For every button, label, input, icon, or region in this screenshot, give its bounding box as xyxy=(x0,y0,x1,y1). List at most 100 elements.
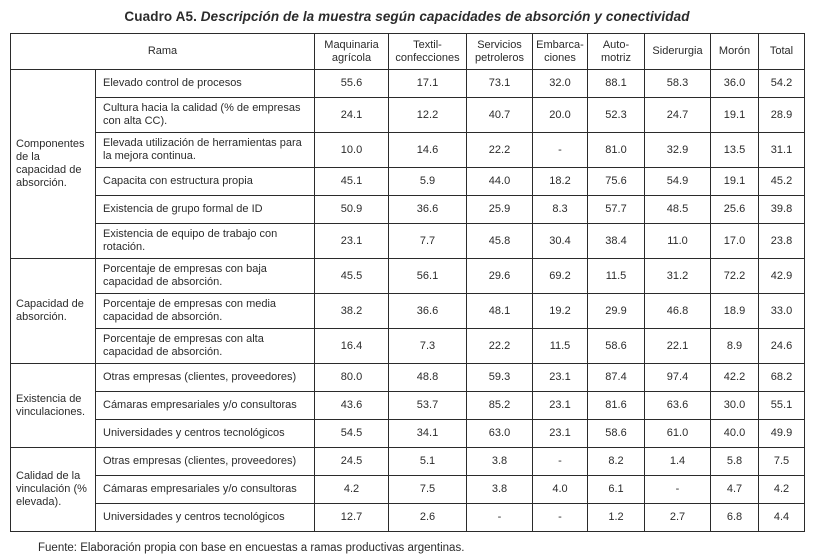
value-cell: 42.9 xyxy=(758,258,805,294)
value-cell: 13.5 xyxy=(710,132,759,168)
value-cell: 19.2 xyxy=(532,293,588,329)
value-cell: 55.6 xyxy=(314,69,389,98)
value-cell: 7.3 xyxy=(388,328,467,364)
value-cell: 54.2 xyxy=(758,69,805,98)
table-row: Existencia de grupo formal de ID 50.9 36.6… xyxy=(11,195,805,224)
value-cell: 88.1 xyxy=(587,69,645,98)
value-cell: 32.9 xyxy=(644,132,711,168)
value-cell: 17.1 xyxy=(388,69,467,98)
value-cell: 34.1 xyxy=(388,419,467,448)
value-cell: 54.9 xyxy=(644,167,711,196)
value-cell: 23.8 xyxy=(758,223,805,259)
value-cell: 33.0 xyxy=(758,293,805,329)
row-label: Capacita con estructura propia xyxy=(95,167,315,196)
value-cell: - xyxy=(532,503,588,532)
table-row: Existencia de vinculaciones. Otras empres… xyxy=(10,363,805,448)
value-cell: 4.2 xyxy=(314,475,389,504)
row-label: Elevada utilización de herramientas para… xyxy=(95,132,315,168)
value-cell: 48.1 xyxy=(466,293,533,329)
value-cell: 1.2 xyxy=(587,503,645,532)
value-cell: 40.7 xyxy=(466,97,533,133)
row-label: Porcentaje de empresas con alta capacida… xyxy=(95,328,315,364)
value-cell: 49.9 xyxy=(758,419,805,448)
value-cell: 80.0 xyxy=(314,363,389,392)
table-row: Cultura hacia la calidad (% de empresas … xyxy=(11,97,805,133)
value-cell: 23.1 xyxy=(532,391,588,420)
value-cell: 3.8 xyxy=(466,447,533,476)
value-cell: 48.5 xyxy=(644,195,711,224)
value-cell: 28.9 xyxy=(758,97,805,133)
value-cell: 3.8 xyxy=(466,475,533,504)
value-cell: 17.0 xyxy=(710,223,759,259)
row-group-label: Capacidad de absorción. xyxy=(10,258,96,364)
row-label: Universidades y centros tecnológicos xyxy=(95,503,315,532)
row-label: Otras empresas (clientes, proveedores) xyxy=(95,447,315,476)
value-cell: 45.2 xyxy=(758,167,805,196)
row-label: Porcentaje de empresas con media capacid… xyxy=(95,293,315,329)
value-cell: 48.8 xyxy=(388,363,467,392)
value-cell: 53.7 xyxy=(388,391,467,420)
column-header-7: Total xyxy=(758,33,805,70)
value-cell: 32.0 xyxy=(532,69,588,98)
value-cell: 20.0 xyxy=(532,97,588,133)
value-cell: 5.1 xyxy=(388,447,467,476)
value-cell: 81.6 xyxy=(587,391,645,420)
value-cell: 57.7 xyxy=(587,195,645,224)
value-cell: 12.2 xyxy=(388,97,467,133)
value-cell: 38.4 xyxy=(587,223,645,259)
value-cell: 4.0 xyxy=(532,475,588,504)
row-label: Cámaras empresariales y/o consultoras xyxy=(95,475,315,504)
column-header-3: Embarca-ciones xyxy=(532,33,588,70)
row-group-label: Calidad de la vinculación (% elevada). xyxy=(10,447,96,532)
value-cell: 61.0 xyxy=(644,419,711,448)
value-cell: 24.1 xyxy=(314,97,389,133)
column-header-4: Auto-motriz xyxy=(587,33,645,70)
value-cell: 55.1 xyxy=(758,391,805,420)
value-cell: 58.3 xyxy=(644,69,711,98)
value-cell: 45.8 xyxy=(466,223,533,259)
row-group-label: Componentes de la capacidad de absorción… xyxy=(10,69,96,259)
table-body: Componentes de la capacidad de absorción… xyxy=(10,69,805,532)
value-cell: 31.2 xyxy=(644,258,711,294)
value-cell: 2.6 xyxy=(388,503,467,532)
value-cell: 23.1 xyxy=(532,363,588,392)
value-cell: 1.4 xyxy=(644,447,711,476)
value-cell: 6.1 xyxy=(587,475,645,504)
value-cell: 43.6 xyxy=(314,391,389,420)
value-cell: 2.7 xyxy=(644,503,711,532)
table-title: Cuadro A5. Descripción de la muestra seg… xyxy=(0,9,814,24)
source-note: Fuente: Elaboración propia con base en e… xyxy=(38,542,465,554)
table-row: Cámaras empresariales y/o consultoras 43.… xyxy=(11,391,805,420)
value-cell: 58.6 xyxy=(587,328,645,364)
value-cell: 25.9 xyxy=(466,195,533,224)
value-cell: 56.1 xyxy=(388,258,467,294)
value-cell: 81.0 xyxy=(587,132,645,168)
value-cell: 45.1 xyxy=(314,167,389,196)
column-header-2: Servicios petroleros xyxy=(466,33,533,70)
column-header-rama: Rama xyxy=(10,33,315,70)
value-cell: 85.2 xyxy=(466,391,533,420)
row-label: Existencia de grupo formal de ID xyxy=(95,195,315,224)
value-cell: 22.2 xyxy=(466,328,533,364)
header-row: Rama Maquinaria agrícola Textil-confeccio… xyxy=(10,33,805,70)
value-cell: - xyxy=(644,475,711,504)
table-number: Cuadro A5. xyxy=(124,9,197,24)
table-row: Universidades y centros tecnológicos 12.7… xyxy=(11,503,805,532)
value-cell: 42.2 xyxy=(710,363,759,392)
value-cell: 50.9 xyxy=(314,195,389,224)
row-label: Otras empresas (clientes, proveedores) xyxy=(95,363,315,392)
value-cell: 8.9 xyxy=(710,328,759,364)
value-cell: 38.2 xyxy=(314,293,389,329)
value-cell: - xyxy=(466,503,533,532)
value-cell: - xyxy=(532,447,588,476)
row-label: Cultura hacia la calidad (% de empresas … xyxy=(95,97,315,133)
value-cell: 63.0 xyxy=(466,419,533,448)
value-cell: 22.2 xyxy=(466,132,533,168)
column-header-0: Maquinaria agrícola xyxy=(314,33,389,70)
row-label: Elevado control de procesos xyxy=(95,69,315,98)
value-cell: 6.8 xyxy=(710,503,759,532)
value-cell: 7.7 xyxy=(388,223,467,259)
value-cell: 54.5 xyxy=(314,419,389,448)
value-cell: 87.4 xyxy=(587,363,645,392)
value-cell: 4.2 xyxy=(758,475,805,504)
